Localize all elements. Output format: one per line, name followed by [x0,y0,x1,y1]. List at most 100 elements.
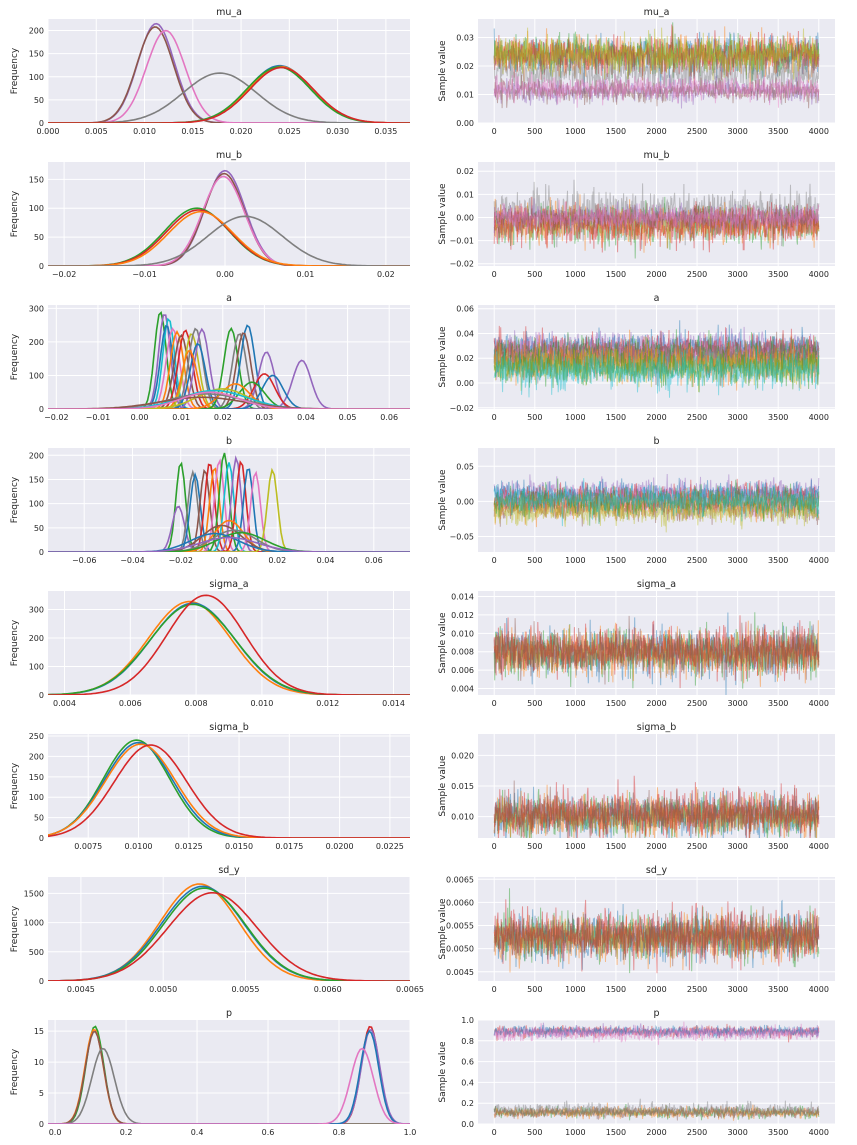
y-tick-label: 250 [29,732,44,741]
x-tick-label: 0.035 [374,127,397,136]
trace-line [493,24,820,85]
density-curve [48,460,410,552]
x-tick-label: 2500 [687,699,707,708]
y-tick-label: 0.02 [456,167,474,176]
y-tick-label: 100 [29,500,44,509]
trace-line [493,41,820,105]
trace-line [493,477,820,517]
trace-line [493,347,820,398]
trace-line [493,899,820,970]
plot-area [48,734,410,838]
y-axis-label: Frequency [10,476,20,523]
y-tick-label: 0.00 [456,379,474,388]
x-tick-label: 1500 [606,270,626,279]
subplot-trace-sd-y: 0 500 1000 1500 2000 2500 3000 3500 4000 0.0045 0.… [438,865,835,994]
subplot-title: mu_b [643,150,669,161]
x-tick-label: 0.00 [216,270,234,279]
trace-line [493,483,820,520]
y-tick-label: 1500 [24,889,44,898]
series-group [48,452,410,552]
y-tick-label: 0.00 [456,497,474,506]
trace-line [493,906,820,973]
subplot-density-a: −0.02 −0.01 0.00 0.01 0.02 0.03 0.04 0.05 0.06 0 1… [10,293,410,422]
subplot-trace-sigma-b: 0 500 1000 1500 2000 2500 3000 3500 4000 0.010 0.0… [438,722,835,851]
y-tick-label: 0.015 [451,782,474,791]
trace-line [493,194,820,253]
x-tick-label: 0.4 [191,1128,204,1137]
y-tick-label: 0.006 [451,666,474,675]
x-tick-label: 0 [492,270,497,279]
trace-line [493,780,820,838]
subplot-title: a [226,293,232,304]
x-tick-label: 4000 [809,413,829,422]
x-tick-label: 0.03 [255,413,273,422]
series-group [48,1025,410,1124]
density-curve [48,175,410,266]
density-curve [48,1029,410,1124]
density-curve [48,458,410,552]
y-tick-label: 500 [29,948,44,957]
x-tick-label: 4000 [809,699,829,708]
y-tick-label: 0.020 [451,751,474,760]
y-tick-label: 0.05 [456,462,474,471]
y-tick-label: 0.04 [456,329,474,338]
trace-line [493,490,820,527]
density-curve [48,381,410,409]
y-tick-label: 5 [39,1089,44,1098]
subplot-title: b [653,436,659,447]
trace-line [493,478,820,520]
x-tick-label: 2000 [646,699,666,708]
trace-line [493,198,820,237]
y-tick-label: 150 [29,50,44,59]
x-tick-label: 4000 [809,985,829,994]
y-tick-label: 300 [29,304,44,313]
subplot-title: b [226,436,232,447]
trace-line [493,26,820,91]
y-tick-label: 15 [34,1027,44,1036]
x-tick-label: 0 [492,556,497,565]
x-tick-label: 0.015 [181,127,204,136]
x-tick-label: 0.06 [365,556,383,565]
subplot-trace-p: 0 500 1000 1500 2000 2500 3000 3500 4000 0.0 0.2 0.… [438,1008,835,1137]
x-tick-label: 2000 [646,413,666,422]
x-tick-label: 3500 [768,842,788,851]
x-tick-label: 2500 [687,127,707,136]
trace-line [493,196,820,259]
x-tick-label: 3000 [727,699,747,708]
x-tick-label: 0.01 [297,270,315,279]
y-tick-label: 150 [29,175,44,184]
subplot-trace-sigma-a: 0 500 1000 1500 2000 2500 3000 3500 4000 0.004 0.0… [438,579,835,708]
trace-line [493,788,820,838]
y-axis-label: Sample value [438,1041,448,1103]
trace-line [493,497,820,533]
y-tick-label: 0 [39,977,44,986]
y-tick-label: 0.6 [461,1058,474,1067]
trace-line [493,775,820,838]
y-tick-label: 0.03 [456,34,474,43]
x-tick-label: −0.02 [52,270,77,279]
trace-line [493,71,820,108]
x-tick-label: 1500 [606,556,626,565]
density-curve [48,741,410,838]
series-group [493,775,820,838]
y-tick-label: 100 [29,793,44,802]
x-tick-label: 0.01 [172,413,190,422]
density-curve [48,594,410,695]
x-tick-label: 0 [492,127,497,136]
density-curve [48,467,410,552]
trace-line [493,339,820,393]
x-tick-label: 1500 [606,985,626,994]
series-group [48,739,410,838]
x-tick-label: 2500 [687,985,707,994]
x-tick-label: 3500 [768,270,788,279]
subplot-title: a [654,293,660,304]
x-tick-label: 0.0055 [231,985,259,994]
subplot-density-sigma-b: 0.0075 0.0100 0.0125 0.0150 0.0175 0.0200 0.02… [10,722,410,851]
x-tick-label: 0.000 [37,127,60,136]
x-tick-label: −0.06 [72,556,97,565]
x-tick-label: 0.2 [120,1128,133,1137]
x-tick-label: 4000 [809,127,829,136]
x-tick-label: 0.025 [278,127,301,136]
x-tick-label: 0.006 [119,699,142,708]
